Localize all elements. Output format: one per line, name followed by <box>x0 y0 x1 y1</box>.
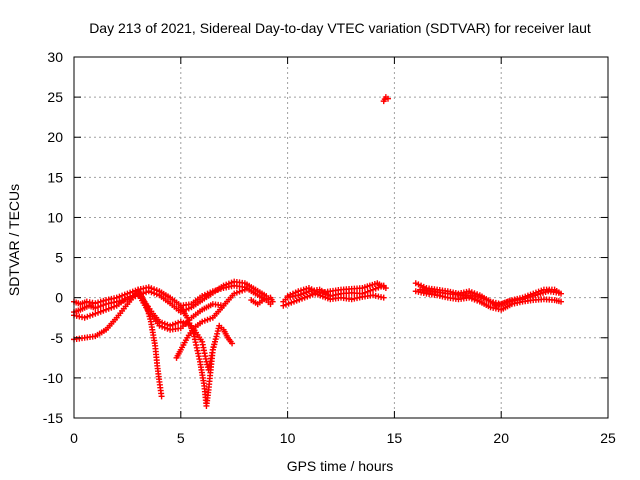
x-tick-label: 20 <box>493 430 509 446</box>
data-point <box>382 285 389 292</box>
x-tick-label: 15 <box>387 430 403 446</box>
y-tick-label: 5 <box>55 250 63 266</box>
y-tick-label: 15 <box>47 169 63 185</box>
y-tick-label: 20 <box>47 129 63 145</box>
x-axis-label: GPS time / hours <box>287 458 394 474</box>
series-track-11 <box>284 280 389 300</box>
data-point <box>384 95 391 102</box>
series-track-10 <box>280 290 387 309</box>
grid-lines <box>74 57 608 418</box>
x-tick-labels: 0 5 10 15 20 25 <box>70 430 616 446</box>
axis-ticks <box>73 56 609 419</box>
y-tick-label: 10 <box>47 209 63 225</box>
data-point <box>558 298 565 305</box>
data-point <box>211 338 218 345</box>
data-point <box>380 294 387 301</box>
data-point <box>241 286 248 293</box>
plot-frame <box>73 56 609 419</box>
y-tick-label: 30 <box>47 49 63 65</box>
series-track-15 <box>417 286 562 309</box>
y-tick-label: -5 <box>51 330 64 346</box>
data-points <box>71 94 565 409</box>
chart-title: Day 213 of 2021, Sidereal Day-to-day VTE… <box>89 20 591 36</box>
x-tick-label: 10 <box>280 430 296 446</box>
series-track-7 <box>177 304 218 409</box>
x-tick-label: 5 <box>177 430 185 446</box>
series-track-12 <box>380 94 391 105</box>
series-track-8 <box>248 294 276 308</box>
y-tick-label: 25 <box>47 89 63 105</box>
data-point <box>229 340 236 347</box>
y-tick-labels: -15 -10 -5 0 5 10 15 20 25 30 <box>43 49 63 426</box>
data-point <box>269 298 276 305</box>
x-tick-label: 0 <box>70 430 78 446</box>
series-track-14 <box>412 288 565 313</box>
y-tick-label: -10 <box>43 370 63 386</box>
data-point <box>555 289 562 296</box>
y-tick-label: 0 <box>55 290 63 306</box>
y-axis-label: SDTVAR / TECUs <box>6 184 22 296</box>
series-track-6 <box>173 286 248 361</box>
y-tick-label: -15 <box>43 410 63 426</box>
data-point <box>158 393 165 400</box>
x-tick-label: 25 <box>600 430 616 446</box>
